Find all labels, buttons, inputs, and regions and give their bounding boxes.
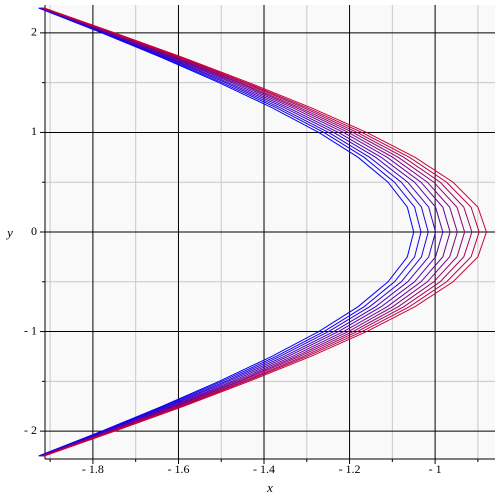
x-tick-label: - 1 — [429, 462, 442, 476]
curve — [43, 7, 487, 457]
y-tick-label: - 1 — [24, 323, 37, 337]
curve — [42, 7, 458, 457]
curve — [43, 7, 480, 457]
curve — [39, 7, 429, 457]
x-axis-title: x — [266, 480, 273, 495]
y-tick-label: 1 — [31, 124, 37, 138]
x-tick-label: - 1.8 — [82, 462, 104, 476]
curve — [40, 7, 444, 457]
y-axis-title: y — [5, 225, 13, 240]
curve — [38, 7, 415, 457]
curve — [39, 7, 422, 457]
curve — [40, 7, 437, 457]
x-tick-label: - 1.4 — [253, 462, 275, 476]
curve — [41, 7, 451, 457]
y-tick-label: - 2 — [24, 423, 37, 437]
y-tick-label: 0 — [31, 224, 37, 238]
y-tick-label: 2 — [31, 25, 37, 39]
curve — [43, 7, 473, 457]
x-tick-label: - 1.6 — [167, 462, 189, 476]
x-tick-label: - 1.2 — [339, 462, 361, 476]
curve — [42, 7, 466, 457]
